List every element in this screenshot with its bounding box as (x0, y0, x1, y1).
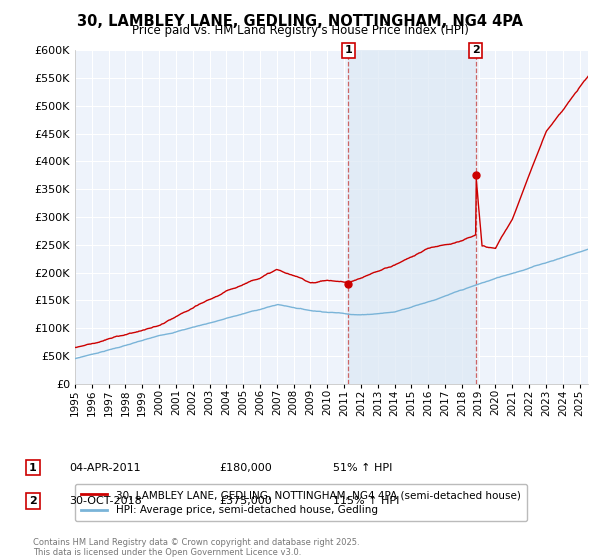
Legend: 30, LAMBLEY LANE, GEDLING, NOTTINGHAM, NG4 4PA (semi-detached house), HPI: Avera: 30, LAMBLEY LANE, GEDLING, NOTTINGHAM, N… (75, 484, 527, 521)
Text: 30-OCT-2018: 30-OCT-2018 (69, 496, 142, 506)
Text: 2: 2 (29, 496, 37, 506)
Text: Contains HM Land Registry data © Crown copyright and database right 2025.
This d: Contains HM Land Registry data © Crown c… (33, 538, 359, 557)
Text: 1: 1 (344, 45, 352, 55)
Text: 1: 1 (29, 463, 37, 473)
Text: 30, LAMBLEY LANE, GEDLING, NOTTINGHAM, NG4 4PA: 30, LAMBLEY LANE, GEDLING, NOTTINGHAM, N… (77, 14, 523, 29)
Text: Price paid vs. HM Land Registry's House Price Index (HPI): Price paid vs. HM Land Registry's House … (131, 24, 469, 36)
Text: £180,000: £180,000 (219, 463, 272, 473)
Text: £375,000: £375,000 (219, 496, 272, 506)
Text: 2: 2 (472, 45, 479, 55)
Text: 115% ↑ HPI: 115% ↑ HPI (333, 496, 400, 506)
Text: 51% ↑ HPI: 51% ↑ HPI (333, 463, 392, 473)
Bar (349, 50, 476, 384)
Text: 04-APR-2011: 04-APR-2011 (69, 463, 140, 473)
